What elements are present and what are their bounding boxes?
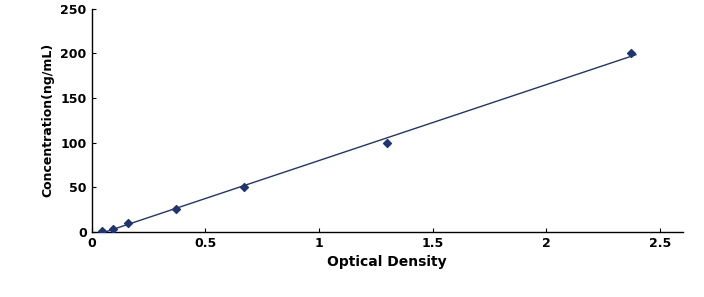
Point: [238, 185, 249, 189]
Point: [122, 220, 134, 225]
Point: [382, 140, 393, 145]
Point: [96, 228, 108, 233]
Point: [170, 207, 182, 212]
Y-axis label: Concentration(ng/mL): Concentration(ng/mL): [42, 43, 55, 198]
X-axis label: Optical Density: Optical Density: [327, 255, 447, 269]
Point: [625, 51, 636, 56]
Point: [108, 227, 119, 231]
